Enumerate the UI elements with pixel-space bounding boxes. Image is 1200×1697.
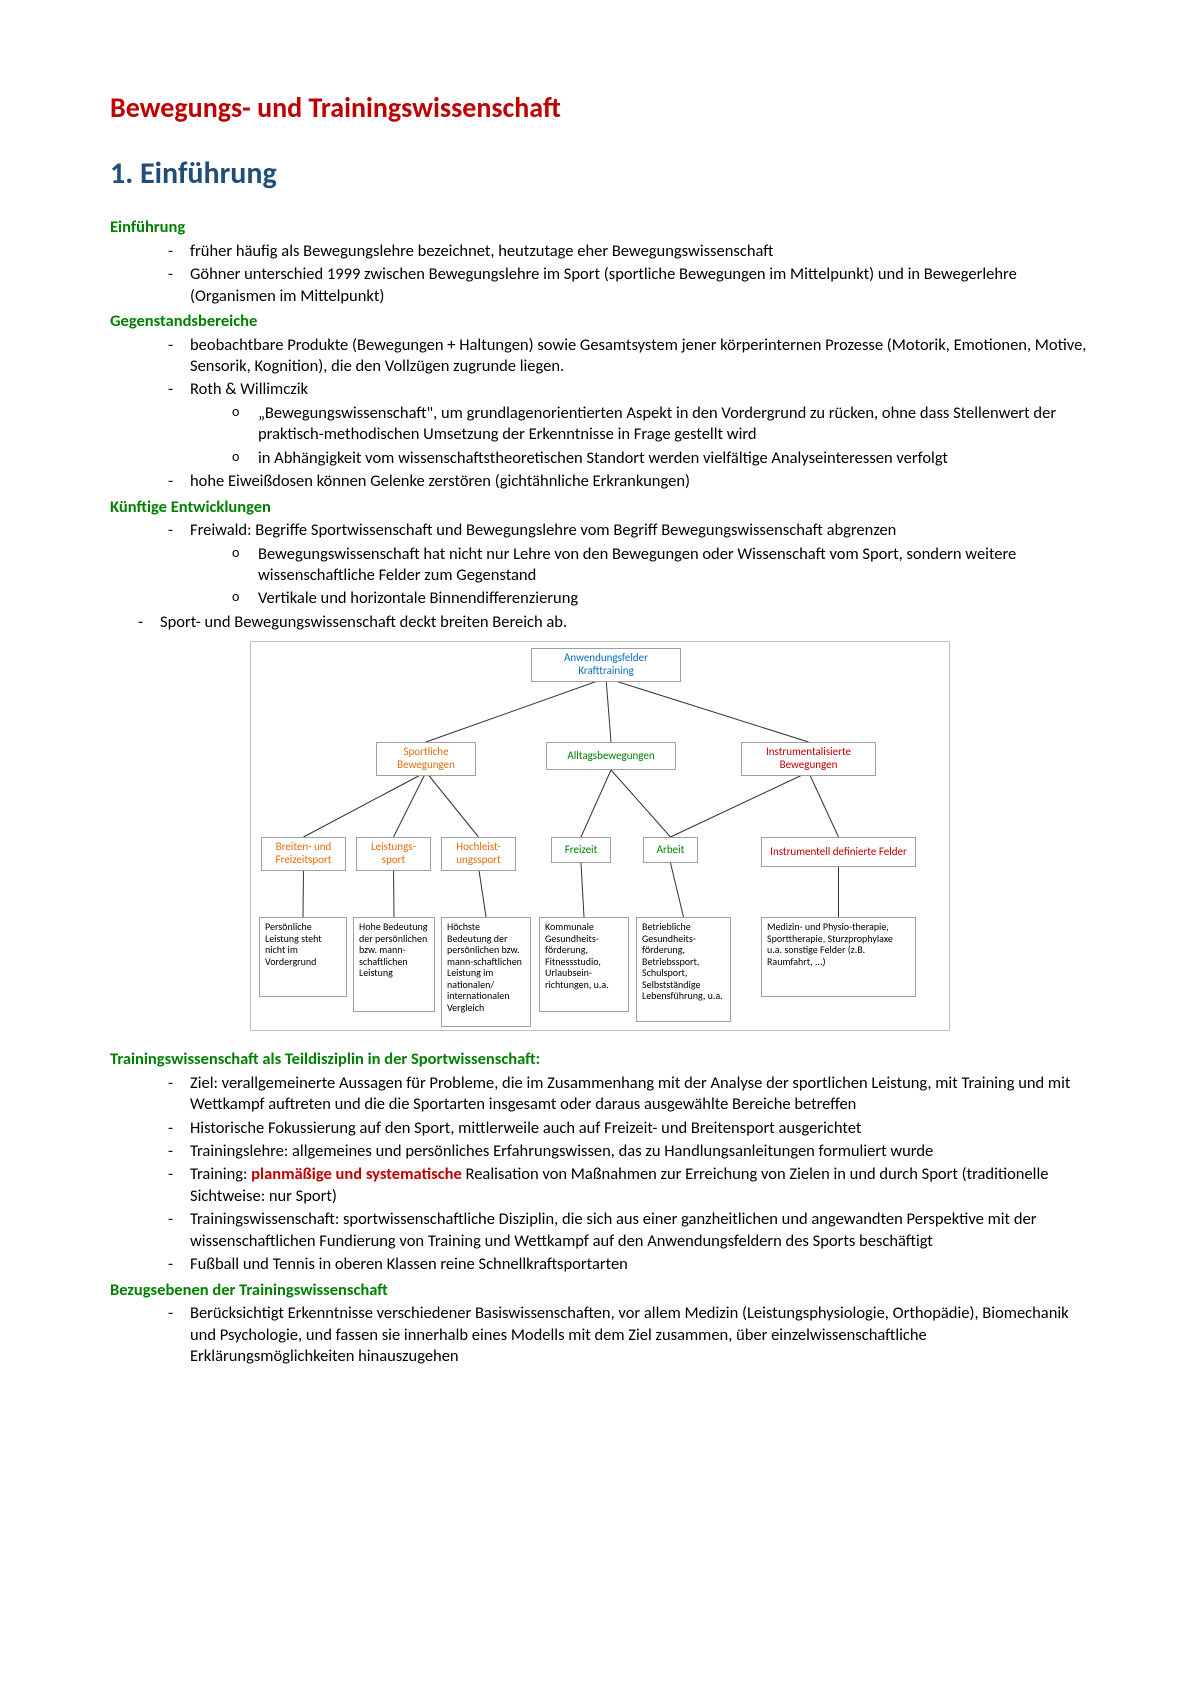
diagram-node: Betriebliche Gesundheits-förderung, Betr…	[636, 917, 731, 1022]
list-item: hohe Eiweißdosen können Gelenke zerstöre…	[168, 471, 1090, 492]
list-item: Trainingslehre: allgemeines und persönli…	[168, 1141, 1090, 1162]
diagram-node: Instrumentalisierte Bewegungen	[741, 742, 876, 775]
diagram-node: Persönliche Leistung steht nicht im Vord…	[259, 917, 347, 997]
section-header: Bezugsebenen der Trainingswissenschaft	[110, 1280, 1090, 1301]
section-header: Künftige Entwicklungen	[110, 497, 1090, 518]
list-item: beobachtbare Produkte (Bewegungen + Halt…	[168, 335, 1090, 378]
diagram-node: Hochleist- ungssport	[441, 837, 516, 870]
diagram-node: Medizin- und Physio-therapie, Sportthera…	[761, 917, 916, 997]
diagram-node: Alltagsbewegungen	[546, 742, 676, 770]
diagram-node: Arbeit	[643, 837, 698, 863]
diagram-node: Kommunale Gesundheits-förderung, Fitness…	[539, 917, 629, 1012]
list-item: Freiwald: Begriffe Sportwissenschaft und…	[168, 520, 1090, 610]
list-item: Vertikale und horizontale Binnendifferen…	[232, 588, 1090, 609]
diagram-node: Sportliche Bewegungen	[376, 742, 476, 775]
diagram-node: Hohe Bedeutung der persönlichen bzw. man…	[353, 917, 435, 1012]
diagram-node: Breiten- und Freizeitsport	[261, 837, 346, 870]
diagram-node: Leistungs- sport	[356, 837, 431, 870]
chapter-title: 1. Einführung	[110, 154, 1090, 193]
section-header: Gegenstandsbereiche	[110, 311, 1090, 332]
list-item: früher häufig als Bewegungslehre bezeich…	[168, 241, 1090, 262]
list-item: Historische Fokussierung auf den Sport, …	[168, 1118, 1090, 1139]
list-item: Göhner unterschied 1999 zwischen Bewegun…	[168, 264, 1090, 307]
list-item: Bewegungswissenschaft hat nicht nur Lehr…	[232, 544, 1090, 587]
section-header: Einführung	[110, 217, 1090, 238]
list-item: Fußball und Tennis in oberen Klassen rei…	[168, 1254, 1090, 1275]
list-item: Roth & Willimczik „Bewegungswissenschaft…	[168, 379, 1090, 469]
diagram-node: Instrumentell definierte Felder	[761, 837, 916, 867]
diagram-node: Anwendungsfelder Krafttraining	[531, 648, 681, 681]
hierarchy-diagram: Anwendungsfelder Krafttraining Sportliche…	[250, 641, 950, 1031]
list-item: Training: planmäßige und systematische R…	[168, 1164, 1090, 1207]
list-item: Sport- und Bewegungswissenschaft deckt b…	[138, 612, 1090, 633]
list-item: in Abhängigkeit vom wissenschaftstheoret…	[232, 448, 1090, 469]
main-title: Bewegungs- und Trainingswissenschaft	[110, 90, 1090, 126]
list-item: Berücksichtigt Erkenntnisse verschiedene…	[168, 1303, 1090, 1367]
list-item: Trainingswissenschaft: sportwissenschaft…	[168, 1209, 1090, 1252]
diagram-node: Freizeit	[551, 837, 611, 863]
list-item: Ziel: verallgemeinerte Aussagen für Prob…	[168, 1073, 1090, 1116]
section-header: Trainingswissenschaft als Teildisziplin …	[110, 1049, 1090, 1070]
diagram-node: Höchste Bedeutung der persönlichen bzw. …	[441, 917, 531, 1027]
list-item: „Bewegungswissenschaft", um grundlagenor…	[232, 403, 1090, 446]
